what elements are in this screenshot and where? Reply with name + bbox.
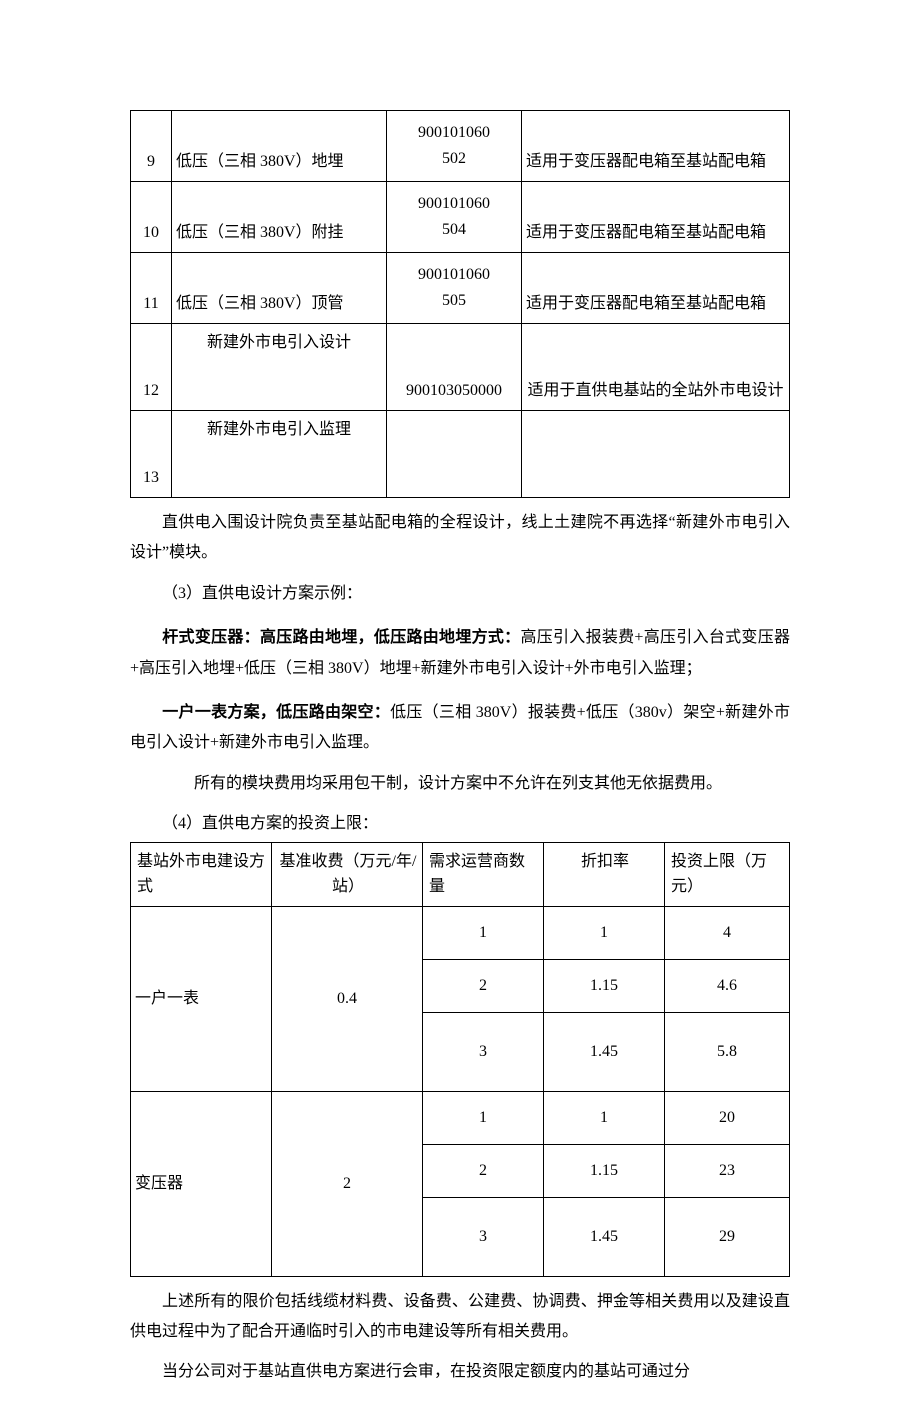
col-header: 需求运营商数量 [423,842,544,906]
cell-qty: 3 [423,1197,544,1276]
cell-rate: 1.15 [544,959,665,1012]
paragraph: 一户一表方案，低压路由架空：低压（三相 380V）报装费+低压（380v）架空+… [130,698,790,759]
cell-qty: 3 [423,1012,544,1091]
col-header: 投资上限（万元） [665,842,790,906]
cell-limit: 4 [665,906,790,959]
col-header: 折扣率 [544,842,665,906]
cell-desc: 适用于变压器配电箱至基站配电箱 [522,182,790,253]
table-row: 12 新建外市电引入设计 900103050000 适用于直供电基站的全站外市电… [131,324,790,411]
table-row: 13 新建外市电引入监理 [131,411,790,498]
cell-no: 12 [131,324,172,411]
cell-base: 0.4 [272,906,423,1091]
cell-desc: 适用于变压器配电箱至基站配电箱 [522,253,790,324]
paragraph: 上述所有的限价包括线缆材料费、设备费、公建费、协调费、押金等相关费用以及建设直供… [130,1287,790,1348]
paragraph: 杆式变压器：高压路由地埋，低压路由地埋方式：高压引入报装费+高压引入台式变压器+… [130,623,790,684]
cell-rate: 1 [544,1091,665,1144]
cell-method: 一户一表 [131,906,272,1091]
cell-rate: 1.45 [544,1197,665,1276]
investment-limit-table: 基站外市电建设方式 基准收费（万元/年/站） 需求运营商数量 折扣率 投资上限（… [130,842,790,1277]
table-row: 一户一表 0.4 1 1 4 [131,906,790,959]
cell-name: 低压（三相 380V）地埋 [172,111,387,182]
cell-limit: 29 [665,1197,790,1276]
cell-code: 900101060504 [387,182,522,253]
paragraph: （3）直供电设计方案示例： [130,579,790,609]
cell-name: 新建外市电引入监理 [172,411,387,498]
cell-name: 低压（三相 380V）顶管 [172,253,387,324]
cell-code: 900103050000 [387,324,522,411]
cell-limit: 4.6 [665,959,790,1012]
cell-rate: 1 [544,906,665,959]
table-row: 变压器 2 1 1 20 [131,1091,790,1144]
paragraph: 直供电入围设计院负责至基站配电箱的全程设计，线上土建院不再选择“新建外市电引入设… [130,508,790,569]
table-row: 11 低压（三相 380V）顶管 900101060505 适用于变压器配电箱至… [131,253,790,324]
cell-no: 9 [131,111,172,182]
cell-no: 13 [131,411,172,498]
cell-base: 2 [272,1091,423,1276]
cell-qty: 1 [423,906,544,959]
cell-code: 900101060502 [387,111,522,182]
cell-method: 变压器 [131,1091,272,1276]
cell-name: 低压（三相 380V）附挂 [172,182,387,253]
cell-limit: 20 [665,1091,790,1144]
cell-qty: 2 [423,959,544,1012]
table-header-row: 基站外市电建设方式 基准收费（万元/年/站） 需求运营商数量 折扣率 投资上限（… [131,842,790,906]
cell-qty: 1 [423,1091,544,1144]
module-code-table: 9 低压（三相 380V）地埋 900101060502 适用于变压器配电箱至基… [130,110,790,498]
cell-code [387,411,522,498]
bold-text: 杆式变压器：高压路由地埋，低压路由地埋方式： [162,629,520,646]
cell-rate: 1.45 [544,1012,665,1091]
document-page: 9 低压（三相 380V）地埋 900101060502 适用于变压器配电箱至基… [0,0,920,1428]
cell-code: 900101060505 [387,253,522,324]
paragraph: 当分公司对于基站直供电方案进行会审，在投资限定额度内的基站可通过分 [130,1357,790,1387]
cell-qty: 2 [423,1144,544,1197]
cell-no: 10 [131,182,172,253]
cell-name: 新建外市电引入设计 [172,324,387,411]
bold-text: 一户一表方案，低压路由架空： [162,704,390,721]
cell-limit: 5.8 [665,1012,790,1091]
col-header: 基准收费（万元/年/站） [272,842,423,906]
cell-desc: 适用于变压器配电箱至基站配电箱 [522,111,790,182]
cell-limit: 23 [665,1144,790,1197]
cell-desc [522,411,790,498]
col-header: 基站外市电建设方式 [131,842,272,906]
paragraph: 所有的模块费用均采用包干制，设计方案中不允许在列支其他无依据费用。 [130,769,790,799]
table-row: 10 低压（三相 380V）附挂 900101060504 适用于变压器配电箱至… [131,182,790,253]
cell-no: 11 [131,253,172,324]
cell-rate: 1.15 [544,1144,665,1197]
cell-desc: 适用于直供电基站的全站外市电设计 [522,324,790,411]
table-row: 9 低压（三相 380V）地埋 900101060502 适用于变压器配电箱至基… [131,111,790,182]
paragraph: （4）直供电方案的投资上限： [130,809,790,839]
